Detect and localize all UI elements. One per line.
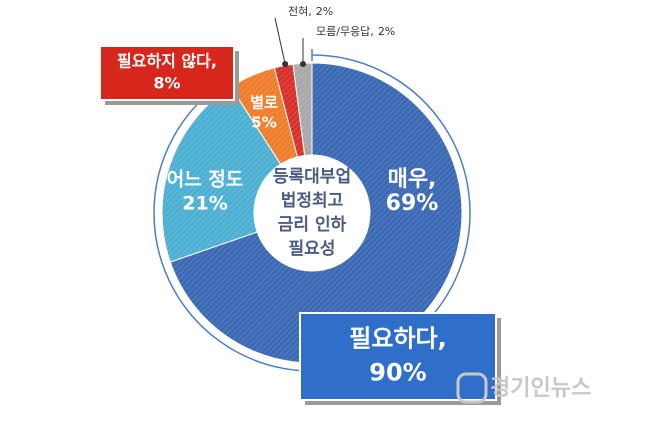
value-label: 21% bbox=[182, 193, 227, 215]
center-label: 법정최고 bbox=[281, 191, 344, 211]
value-label: 69% bbox=[386, 191, 439, 216]
value-label: 5% bbox=[251, 114, 276, 132]
group-value-label: 90% bbox=[369, 359, 426, 387]
category-label: 매우, bbox=[388, 167, 437, 192]
category-label: 별로 bbox=[250, 94, 278, 112]
center-label: 필요성 bbox=[289, 239, 336, 259]
slice-texture bbox=[230, 67, 298, 165]
slice-texture bbox=[293, 63, 312, 156]
center-label: 등록대부업 bbox=[273, 167, 351, 187]
leader-dot bbox=[282, 61, 289, 67]
callout-label: 전혀, 2% bbox=[288, 5, 333, 18]
leader-dot bbox=[299, 61, 306, 67]
group-value-label: 8% bbox=[153, 74, 180, 93]
donut bbox=[153, 49, 471, 372]
slice-texture bbox=[274, 64, 305, 157]
value-label: 2% bbox=[378, 25, 395, 38]
leader-line bbox=[274, 17, 286, 65]
category-label: 전혀, bbox=[288, 5, 312, 18]
callout-label: 모름/무응답, 2% bbox=[316, 25, 395, 38]
slice-texture bbox=[170, 63, 462, 363]
group-box bbox=[299, 312, 497, 401]
category-label: 어느 정도 bbox=[167, 169, 244, 191]
group-label: 필요하지 않다, bbox=[117, 52, 217, 71]
group-box bbox=[99, 45, 235, 101]
category-label: 모름/무응답, bbox=[316, 25, 374, 38]
center-disc bbox=[258, 159, 366, 267]
slice-texture bbox=[162, 86, 281, 263]
watermark: 경기인뉴스 bbox=[490, 376, 591, 401]
center-label: 금리 인하 bbox=[278, 215, 347, 235]
watermark-icon bbox=[456, 372, 488, 404]
value-label: 2% bbox=[316, 5, 333, 18]
group-label: 필요하다, bbox=[349, 325, 446, 353]
